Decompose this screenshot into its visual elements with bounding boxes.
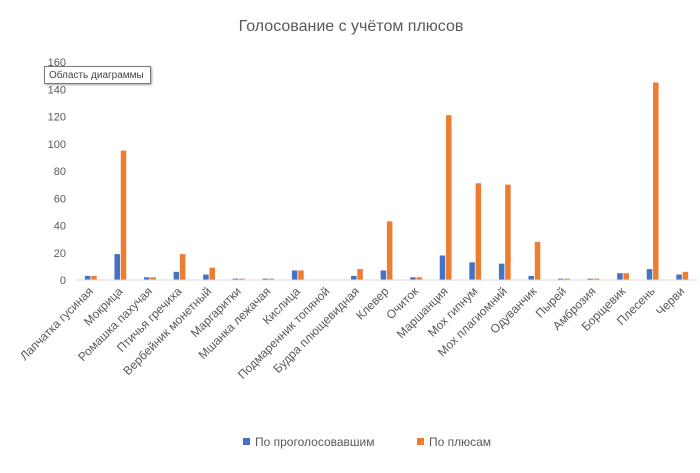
bar-series-2 — [179, 254, 186, 280]
bar-series-1 — [410, 277, 416, 280]
bar-series-1 — [439, 255, 446, 280]
y-tick-label: 0 — [60, 275, 66, 287]
bar-series-1 — [84, 275, 91, 280]
bar-series-2 — [386, 221, 393, 280]
bar-series-1 — [676, 274, 682, 280]
bar-series-1 — [617, 273, 623, 280]
bar-series-2 — [416, 277, 422, 280]
bar-series-2 — [357, 269, 363, 280]
bar-series-1 — [203, 274, 209, 280]
bar-series-2 — [298, 270, 304, 280]
bar-series-1 — [380, 270, 387, 280]
y-tick-label: 60 — [54, 193, 66, 205]
x-tick-label: Клевер — [353, 284, 392, 323]
bar-series-2 — [239, 278, 245, 280]
bar-series-1 — [262, 278, 268, 280]
bar-series-2 — [505, 184, 511, 281]
bar-series-1 — [144, 277, 150, 280]
legend-swatch — [243, 438, 250, 445]
x-tick-label: Черви — [653, 284, 687, 318]
bar-series-1 — [173, 271, 180, 280]
bar-series-2 — [564, 278, 570, 280]
bar-series-1 — [498, 263, 505, 280]
bar-series-1 — [232, 278, 239, 280]
bar-series-2 — [475, 183, 482, 280]
bar-series-1 — [587, 278, 594, 280]
y-tick-label: 100 — [48, 139, 66, 151]
y-tick-label: 40 — [54, 221, 66, 233]
bar-series-2 — [268, 278, 275, 280]
legend: По проголосовавшим По плюсам — [243, 435, 491, 449]
bar-series-1 — [558, 278, 564, 280]
bar-series-2 — [534, 241, 541, 280]
bar-series-2 — [120, 150, 127, 280]
bar-series-2 — [150, 277, 156, 280]
bar-series-1 — [528, 275, 534, 280]
bar-series-1 — [351, 275, 357, 280]
bar-series-2 — [446, 115, 452, 280]
legend-label: По проголосовавшим — [255, 435, 375, 449]
y-tick-label: 120 — [48, 112, 66, 124]
bar-series-1 — [469, 262, 475, 280]
chart-title: Голосование с учётом плюсов — [239, 18, 464, 35]
bar-series-1 — [114, 254, 120, 280]
bar-series-1 — [646, 269, 653, 280]
bar-series-1 — [291, 270, 298, 280]
bar-series-2 — [653, 82, 659, 280]
y-tick-label: 140 — [48, 84, 66, 96]
legend-label: По плюсам — [429, 435, 491, 449]
bar-series-2 — [209, 267, 215, 280]
bar-series-2 — [682, 271, 689, 280]
chart-area-tooltip: Область диаграммы — [44, 66, 151, 84]
y-tick-label: 80 — [54, 166, 66, 178]
legend-swatch — [417, 438, 424, 445]
bar-series-2 — [623, 273, 629, 280]
bars — [84, 82, 689, 281]
bar-series-2 — [593, 278, 600, 280]
bar-series-2 — [91, 275, 97, 280]
y-tick-label: 20 — [54, 248, 66, 260]
